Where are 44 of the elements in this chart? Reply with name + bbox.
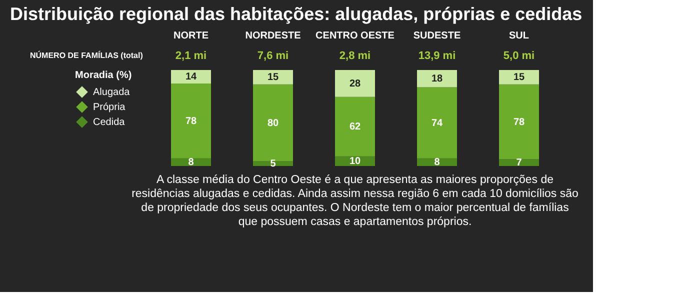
- legend-label: Própria: [93, 102, 126, 113]
- x-tick-label: CENTRO OESTE: [316, 30, 395, 42]
- legend-title: Moradia (%): [75, 70, 132, 81]
- data-label: 8: [188, 157, 194, 168]
- chart-title: Distribuição regional das habitações: alugadas, próprias e cedidas: [10, 4, 582, 24]
- data-label: 7: [516, 158, 522, 169]
- text: 2,8 mi: [339, 50, 371, 62]
- text: A classe média do Centro Oeste é a que apresenta as maiores proporções de residências alugadas e cedidas. Ainda assim nessa região 6 em cada 10 domicílios são de propriedade dos seus ocupantes. O Nordeste tem o maior percentual de famílias que possuem casas e apartamentos próprios.: [132, 174, 578, 228]
- bar: [253, 84, 293, 162]
- text: 5,0 mi: [503, 50, 535, 62]
- data-label: 74: [431, 118, 443, 129]
- x-tick-label: SUL: [509, 30, 529, 42]
- data-label: 18: [431, 74, 443, 85]
- bar: [499, 84, 539, 160]
- bar: [499, 159, 539, 166]
- data-label: 14: [185, 72, 197, 83]
- bar: [171, 70, 211, 84]
- x-tick-label: NORDESTE: [245, 30, 302, 42]
- x-tick-label: SUDESTE: [413, 30, 461, 42]
- data-label: 78: [185, 116, 197, 127]
- legend-label: Cedida: [93, 117, 126, 128]
- data-label: 28: [349, 78, 361, 90]
- bar: [335, 96, 375, 156]
- text: 2,1 mi: [175, 50, 207, 62]
- data-label: 15: [267, 72, 279, 84]
- bar: [335, 70, 375, 97]
- legend-label: Alugada: [93, 87, 130, 98]
- data-label: 80: [267, 118, 279, 129]
- data-label: 8: [434, 157, 440, 168]
- bar: [171, 83, 211, 158]
- text: 13,9 mi: [418, 50, 456, 62]
- bar: [253, 70, 293, 84]
- bar: [417, 70, 457, 88]
- data-label: 5: [270, 158, 276, 170]
- x-tick-label: NORTE: [174, 30, 209, 42]
- data-label: 62: [349, 122, 361, 133]
- data-label: 78: [513, 116, 525, 128]
- text: 7,6 mi: [257, 50, 289, 62]
- data-label: 15: [513, 72, 525, 84]
- bar: [417, 87, 457, 158]
- bar: [499, 70, 539, 84]
- text: NÚMERO DE FAMÍLIAS (total): [30, 50, 144, 60]
- bar: [253, 161, 293, 166]
- data-label: 10: [349, 156, 361, 168]
